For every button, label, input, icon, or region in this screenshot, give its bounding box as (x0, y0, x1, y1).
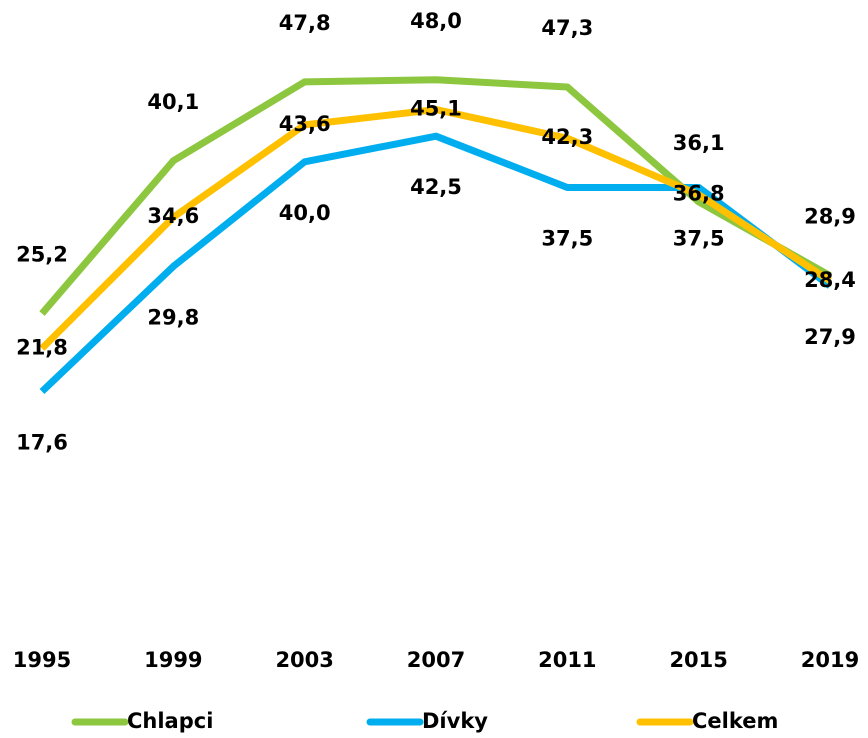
data-label: 47,3 (541, 16, 593, 40)
data-label: 36,8 (673, 182, 725, 206)
data-label: 43,6 (279, 112, 331, 136)
data-label: 40,0 (279, 201, 331, 225)
data-label: 36,1 (673, 131, 725, 155)
x-tick-label: 2015 (669, 648, 727, 672)
legend-label: Celkem (692, 709, 778, 733)
data-label: 47,8 (279, 11, 331, 35)
data-label: 17,6 (16, 431, 68, 455)
data-label: 40,1 (147, 90, 199, 114)
x-tick-label: 2011 (538, 648, 596, 672)
data-label: 37,5 (673, 226, 725, 250)
data-label: 28,4 (804, 268, 856, 292)
data-label: 21,8 (16, 335, 68, 359)
data-label: 28,9 (804, 205, 856, 229)
x-tick-label: 2007 (407, 648, 465, 672)
legend-label: Dívky (422, 709, 488, 733)
series-line (39, 106, 832, 351)
data-label: 29,8 (147, 305, 199, 329)
data-label: 34,6 (147, 204, 199, 228)
data-label: 42,3 (541, 125, 593, 149)
data-label: 27,9 (804, 325, 856, 349)
data-label: 42,5 (410, 175, 462, 199)
data-label: 37,5 (541, 226, 593, 250)
x-tick-label: 1995 (13, 648, 71, 672)
data-label: 25,2 (16, 243, 68, 267)
series-line (39, 132, 833, 395)
x-tick-label: 2019 (801, 648, 859, 672)
data-label: 48,0 (410, 9, 462, 33)
series-line (39, 76, 832, 316)
x-tick-label: 2003 (275, 648, 333, 672)
legend-label: Chlapci (127, 709, 213, 733)
data-label: 45,1 (410, 97, 462, 121)
x-tick-label: 1999 (144, 648, 202, 672)
